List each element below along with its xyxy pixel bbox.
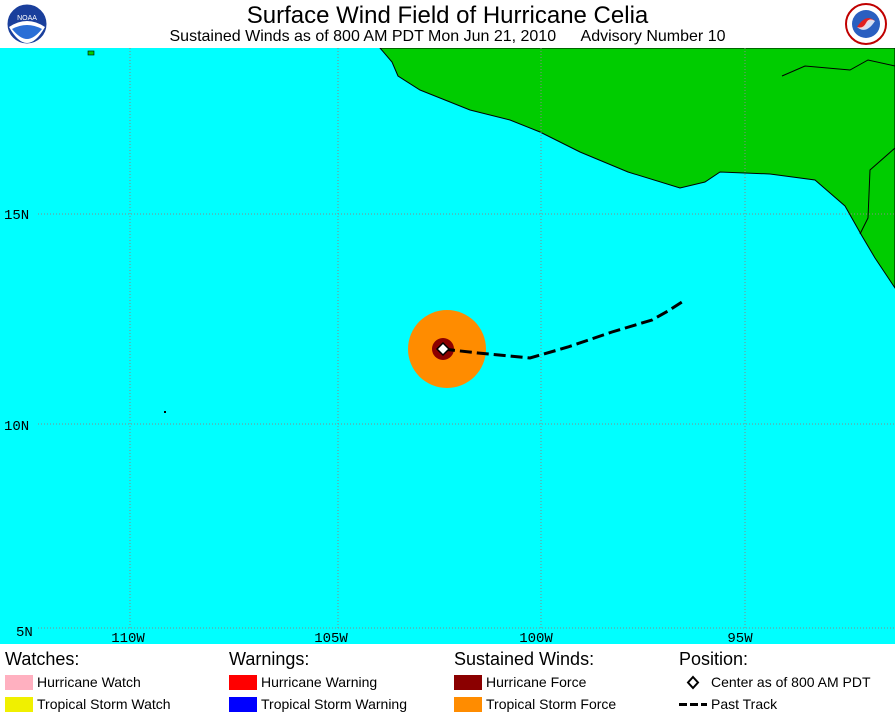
hurricane-warning-swatch: [229, 674, 257, 690]
wind-field-map: 15N 10N 5N 110W 105W 100W 95W: [0, 48, 895, 644]
graticule: [38, 48, 895, 629]
noaa-logo: NOAA: [6, 3, 48, 45]
legend-warnings: Warnings: Hurricane Warning Tropical Sto…: [229, 649, 407, 715]
lon-label-95w: 95W: [727, 631, 753, 644]
legend: Watches: Hurricane Watch Tropical Storm …: [0, 645, 895, 716]
storm-center-diamond: [435, 341, 451, 357]
border-line: [781, 59, 895, 235]
lat-label-10n: 10N: [4, 419, 29, 435]
legend-item-ts-watch: Tropical Storm Watch: [5, 693, 171, 715]
legend-item-center: Center as of 800 AM PDT: [679, 671, 871, 693]
svg-text:NOAA: NOAA: [17, 15, 37, 22]
ts-warning-swatch: [229, 696, 257, 712]
legend-item-hurricane-warning: Hurricane Warning: [229, 671, 407, 693]
legend-heading-winds: Sustained Winds:: [454, 649, 595, 669]
ts-force-swatch: [454, 696, 482, 712]
legend-heading-warnings: Warnings:: [229, 649, 310, 669]
legend-heading-position: Position:: [679, 649, 749, 669]
valid-time: Sustained Winds as of 800 AM PDT Mon Jun…: [169, 28, 557, 45]
legend-heading-watches: Watches:: [5, 649, 80, 669]
ts-watch-swatch: [5, 696, 33, 712]
lon-label-100w: 100W: [519, 631, 553, 644]
hurricane-watch-swatch: [5, 674, 33, 690]
legend-item-hurricane-force: Hurricane Force: [454, 671, 616, 693]
hurricane-force-swatch: [454, 674, 482, 690]
lon-label-105w: 105W: [314, 631, 348, 644]
land-mexico: [379, 48, 895, 289]
map-header: NOAA Surface Wind Field of Hurricane Cel…: [0, 0, 895, 48]
lon-label-110w: 110W: [111, 631, 145, 644]
diamond-icon: [686, 675, 700, 690]
dashed-line-icon: [679, 702, 707, 706]
legend-position: Position: Center as of 800 AM PDT Past T…: [679, 649, 871, 715]
map-title: Surface Wind Field of Hurricane Celia: [246, 2, 649, 29]
island-small: [164, 411, 166, 413]
legend-watches: Watches: Hurricane Watch Tropical Storm …: [5, 649, 171, 715]
nws-logo: [845, 3, 887, 45]
past-track: [442, 300, 683, 360]
legend-item-hurricane-watch: Hurricane Watch: [5, 671, 171, 693]
legend-item-ts-force: Tropical Storm Force: [454, 693, 616, 715]
map-subtitle: Sustained Winds as of 800 AM PDT Mon Jun…: [0, 28, 895, 46]
advisory-number: Advisory Number 10: [580, 28, 726, 45]
legend-item-ts-warning: Tropical Storm Warning: [229, 693, 407, 715]
lat-label-15n: 15N: [4, 208, 29, 224]
lat-label-5n: 5N: [16, 625, 33, 641]
island: [87, 50, 95, 56]
legend-item-past-track: Past Track: [679, 693, 871, 715]
legend-winds: Sustained Winds: Hurricane Force Tropica…: [454, 649, 616, 715]
